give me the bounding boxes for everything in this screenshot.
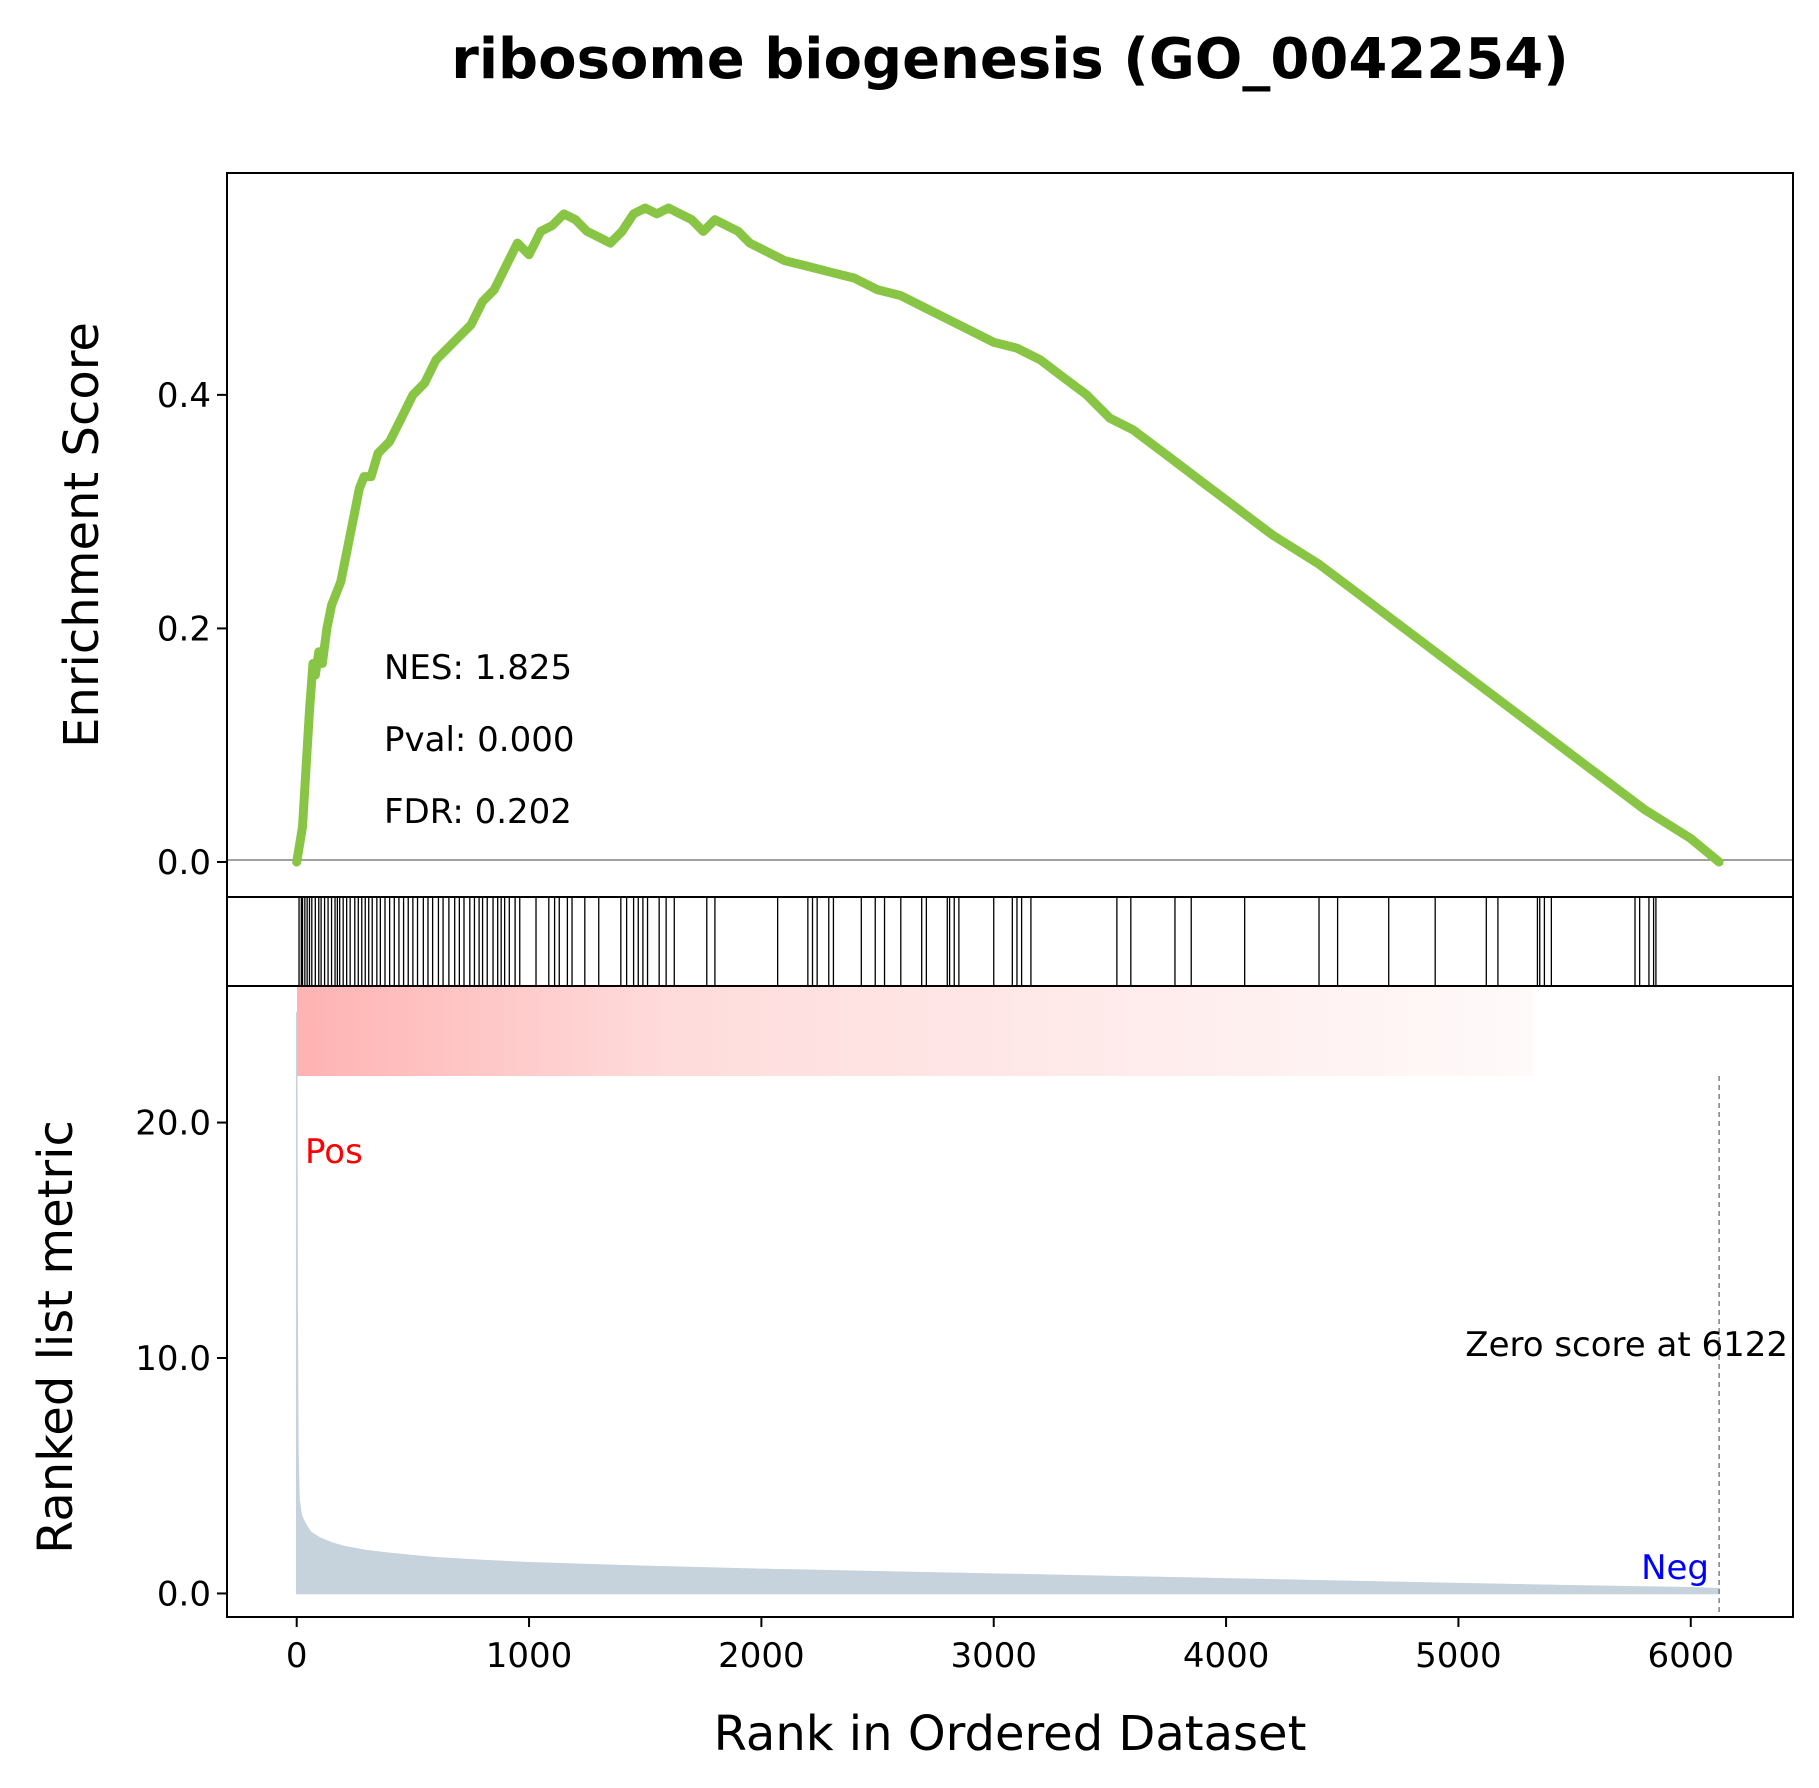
rank-color-bar [297,986,1533,1076]
x-tick-label: 6000 [1648,1636,1735,1676]
es-y-ticks: 0.0 0.2 0.4 [157,376,227,883]
x-tick-label: 0 [286,1636,308,1676]
es-y-axis-label: Enrichment Score [54,322,110,748]
metric-y-tick-label: 20.0 [135,1104,211,1144]
metric-panel: 0.0 10.0 20.0 Ranked list metric Pos Neg Z… [28,985,1794,1618]
ranked-metric-area [295,1011,1720,1595]
es-panel-frame [226,172,1794,898]
zero-score-label: Zero score at 6122 [1465,1325,1788,1365]
pos-label: Pos [305,1132,363,1172]
enrichment-score-line [292,203,1724,867]
metric-y-tick-label: 0.0 [157,1574,211,1614]
metric-y-ticks: 0.0 10.0 20.0 [135,1104,227,1614]
es-y-tick-label: 0.0 [157,843,211,883]
metric-panel-frame [226,985,1794,1618]
x-ticks: 0 1000 2000 3000 4000 5000 6000 [286,1617,1734,1676]
nes-annotation: NES: 1.825 [384,648,572,688]
x-tick-label: 2000 [718,1636,805,1676]
metric-y-axis-label: Ranked list metric [28,1120,84,1554]
neg-label: Neg [1641,1548,1709,1588]
es-y-tick-label: 0.2 [157,609,211,649]
x-tick-label: 1000 [486,1636,573,1676]
es-y-tick-label: 0.4 [157,376,211,416]
chart-title: ribosome biogenesis (GO_0042254) [451,27,1569,92]
hits-panel-frame [226,896,1794,987]
x-tick-label: 3000 [950,1636,1037,1676]
fdr-annotation: FDR: 0.202 [384,792,572,832]
gene-hit-bars [298,897,1657,986]
metric-y-tick-label: 10.0 [135,1339,211,1379]
x-axis-label: Rank in Ordered Dataset [714,1706,1307,1762]
x-tick-label: 4000 [1183,1636,1270,1676]
hits-panel [226,896,1794,987]
enrichment-panel: 0.0 0.2 0.4 Enrichment Score NES: 1.825 Pv… [54,172,1794,898]
x-tick-label: 5000 [1415,1636,1502,1676]
pval-annotation: Pval: 0.000 [384,720,575,760]
